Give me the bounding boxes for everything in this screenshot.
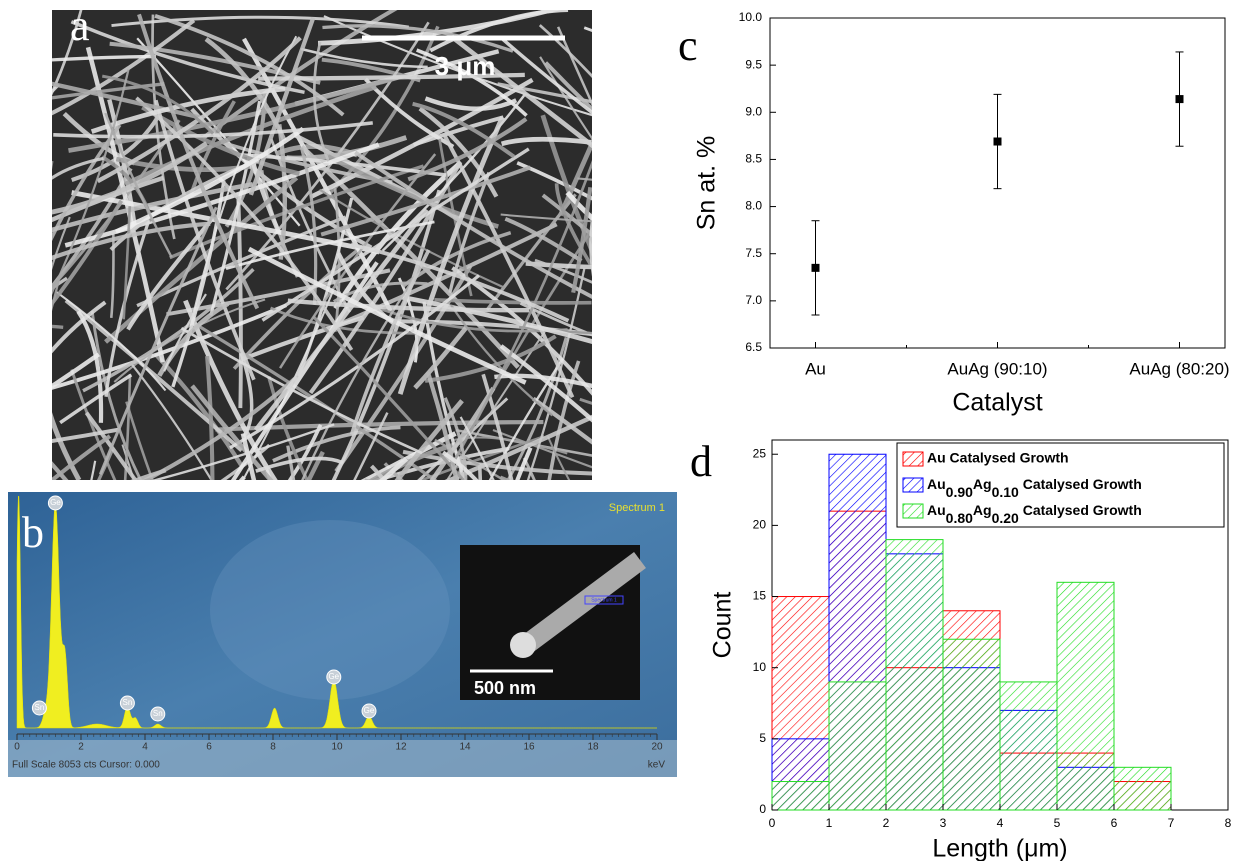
legend-label-part: 0.10 <box>992 484 1019 500</box>
y-tick-label: 10.0 <box>739 10 763 24</box>
x-axis-label: Length (μm) <box>932 835 1067 861</box>
nanowire <box>577 178 785 182</box>
panel-label: b <box>22 508 44 557</box>
y-tick-label: 8.0 <box>745 199 762 213</box>
nanowire <box>580 399 696 419</box>
x-tick-label: 6 <box>1111 816 1118 830</box>
x-tick-label: 0 <box>14 742 20 753</box>
nanowire <box>603 416 840 440</box>
data-point <box>812 264 820 272</box>
x-tick-label: 16 <box>523 742 535 753</box>
y-tick-label: 0 <box>759 802 766 816</box>
x-tick-label: Au <box>805 359 826 378</box>
y-tick-label: 10 <box>753 660 767 674</box>
x-tick-label: 2 <box>883 816 890 830</box>
nanowire <box>591 202 597 292</box>
peak-label: Sn <box>35 703 45 712</box>
x-tick-label: 8 <box>1225 816 1232 830</box>
x-tick-label: 18 <box>587 742 599 753</box>
y-tick-label: 7.0 <box>745 293 762 307</box>
inset-scale-label: 500 nm <box>474 678 536 698</box>
page: { "image_panel": {"label": "a", "scale_b… <box>0 0 1245 861</box>
y-tick-label: 5 <box>759 731 766 745</box>
histogram-bar <box>943 639 1000 810</box>
x-tick-label: 14 <box>459 742 471 753</box>
x-tick-label: 5 <box>1054 816 1061 830</box>
legend-swatch <box>903 478 923 492</box>
y-tick-label: 25 <box>753 446 767 460</box>
peak-label: Ge <box>328 672 339 681</box>
y-tick-label: 9.0 <box>745 104 762 118</box>
legend-label-part: 0.20 <box>992 510 1019 526</box>
charts: 6.5 7.0 7.5 8.0 8.5 9.0 9.5 10.0 Au AuAg (90:10) A… <box>678 10 1232 861</box>
x-tick-label: 6 <box>206 742 212 753</box>
nanowire <box>0 85 59 277</box>
scale-bar-label: 3 μm <box>435 51 496 81</box>
histogram-bar <box>886 540 943 810</box>
legend-label-part: Ag <box>973 476 992 492</box>
legend-label-part: 0.90 <box>946 484 973 500</box>
legend-label-part: Au <box>927 476 946 492</box>
x-tick-label: 4 <box>142 742 148 753</box>
y-tick-label: 7.5 <box>745 246 762 260</box>
x-tick-label: 0 <box>769 816 776 830</box>
x-tick-label: 3 <box>940 816 947 830</box>
legend-swatch <box>903 504 923 518</box>
spectrum-unit: keV <box>648 760 666 771</box>
histogram-bar <box>1057 582 1114 810</box>
y-tick-label: 20 <box>753 518 767 532</box>
legend-label-part: Au <box>927 502 946 518</box>
panel-label: c <box>678 21 698 70</box>
nanowire <box>584 28 728 63</box>
legend-swatch <box>903 452 923 466</box>
panel-label: a <box>70 1 90 50</box>
y-axis-label: Sn at. % <box>693 136 721 231</box>
x-tick-label: 8 <box>270 742 276 753</box>
peak-label: Sn <box>153 709 163 718</box>
y-tick-label: 9.5 <box>745 57 762 71</box>
x-tick-label: 1 <box>826 816 833 830</box>
inset-tip <box>510 632 536 658</box>
y-tick-label: 8.5 <box>745 152 762 166</box>
x-tick-label: 10 <box>331 742 343 753</box>
x-tick-label: 20 <box>651 742 663 753</box>
panel-label: d <box>690 437 712 486</box>
histogram-bar <box>1000 682 1057 810</box>
nanowire <box>0 161 52 449</box>
legend-label: Au Catalysed Growth <box>927 450 1069 466</box>
x-tick-label: 4 <box>997 816 1004 830</box>
spectrum-title: Spectrum 1 <box>609 502 665 514</box>
spectrum-footer: Full Scale 8053 cts Cursor: 0.000 <box>12 760 160 771</box>
x-tick-label: 2 <box>78 742 84 753</box>
data-point <box>994 138 1002 146</box>
histogram-bar <box>772 782 829 810</box>
y-tick-label: 6.5 <box>745 340 762 354</box>
legend-label-part: Catalysed Growth <box>1019 502 1142 518</box>
peak-label: Sn <box>123 698 133 707</box>
nanowire <box>0 404 48 481</box>
nanowire <box>600 234 740 399</box>
peak-label: Ge <box>50 498 61 507</box>
legend-label-part: 0.80 <box>946 510 973 526</box>
legend-label-part: Ag <box>973 502 992 518</box>
data-point <box>1176 95 1184 103</box>
y-axis-label: Count <box>709 592 737 659</box>
histogram-bar <box>829 682 886 810</box>
x-tick-label: 12 <box>395 742 407 753</box>
nanowire <box>593 213 642 339</box>
y-tick-label: 15 <box>753 589 767 603</box>
peak-label: Ge <box>364 706 375 715</box>
histogram-bar <box>1114 767 1171 810</box>
inset-label: Spectrum 1 <box>591 597 617 603</box>
x-tick-label: AuAg (80:20) <box>1129 359 1229 378</box>
x-tick-label: AuAg (90:10) <box>947 359 1047 378</box>
legend-label-part: Catalysed Growth <box>1019 476 1142 492</box>
figure: 3 μm a Spectrum 1 b GeSnSnSnGeGe02468101… <box>0 0 1245 861</box>
x-axis-label: Catalyst <box>952 389 1042 417</box>
x-tick-label: 7 <box>1168 816 1175 830</box>
